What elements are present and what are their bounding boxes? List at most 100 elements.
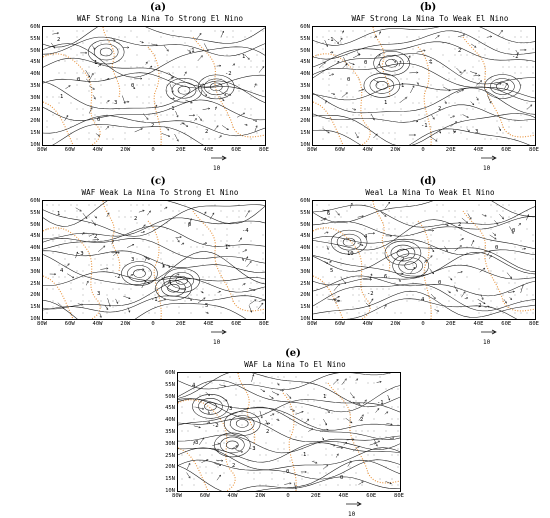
- significance-dot: [379, 376, 381, 378]
- flux-vector: [457, 34, 465, 38]
- flux-vector: [85, 280, 89, 286]
- significance-dot: [406, 216, 408, 218]
- flux-vector-head: [460, 270, 463, 274]
- flux-vector-head: [184, 71, 187, 74]
- significance-dot: [154, 294, 156, 296]
- flux-vector: [99, 312, 102, 318]
- significance-dot: [466, 294, 468, 296]
- significance-dot: [208, 276, 210, 278]
- flux-vector: [162, 264, 165, 269]
- significance-dot: [190, 108, 192, 110]
- significance-dot: [508, 216, 510, 218]
- latitude-label: 15N: [300, 304, 310, 311]
- latitude-label: 30N: [300, 94, 310, 101]
- flux-vector: [242, 283, 246, 286]
- flux-vector-head: [352, 396, 355, 399]
- significance-dot: [76, 60, 78, 62]
- reference-vector: 10: [210, 329, 228, 346]
- contour-cell: [398, 257, 423, 275]
- significance-dot: [154, 54, 156, 56]
- flux-vector: [333, 38, 339, 44]
- significance-dot: [202, 306, 204, 308]
- significance-dot: [76, 30, 78, 32]
- significance-dot: [94, 258, 96, 260]
- flux-vector-head: [510, 276, 513, 279]
- contour-label: 4: [60, 268, 64, 274]
- significance-dot: [442, 222, 444, 224]
- flux-vector: [269, 413, 275, 417]
- flux-vector-head: [378, 31, 381, 34]
- flux-vector-head: [223, 384, 227, 387]
- significance-dot: [367, 430, 369, 432]
- significance-dot: [100, 264, 102, 266]
- flux-vector-head: [56, 32, 60, 35]
- contour-line: [43, 36, 265, 57]
- latitude-label: 20N: [165, 464, 175, 471]
- reference-vector-label: 10: [483, 339, 491, 346]
- flux-vector: [186, 472, 191, 479]
- flux-vector: [75, 251, 78, 259]
- significance-dot: [394, 132, 396, 134]
- significance-dot: [424, 240, 426, 242]
- significance-dot: [316, 246, 318, 248]
- significance-dot: [406, 36, 408, 38]
- significance-dot: [112, 306, 114, 308]
- flux-vector: [248, 288, 256, 291]
- significance-dot: [502, 204, 504, 206]
- significance-dot: [418, 114, 420, 116]
- flux-vector-head: [376, 80, 380, 83]
- significance-dot: [412, 234, 414, 236]
- latitude-label: 15N: [300, 130, 310, 137]
- flux-vector-head: [431, 272, 434, 275]
- flux-vector: [235, 449, 243, 453]
- longitude-label: 40W: [227, 493, 238, 499]
- panel-letter: (c): [150, 176, 166, 187]
- contour-cell: [490, 78, 515, 95]
- significance-dot: [100, 282, 102, 284]
- significance-dot: [514, 294, 516, 296]
- significance-dot: [193, 382, 195, 384]
- significance-dot: [262, 90, 264, 92]
- flux-vector-head: [177, 273, 180, 276]
- latitude-label: 25N: [300, 280, 310, 287]
- flux-vector-head: [499, 82, 502, 86]
- significance-dot: [142, 294, 144, 296]
- flux-vector: [225, 243, 231, 247]
- flux-vector-head: [524, 247, 527, 250]
- significance-dot: [235, 448, 237, 450]
- flux-vector: [293, 482, 297, 490]
- significance-dot: [376, 306, 378, 308]
- significance-dot: [46, 204, 48, 206]
- significance-dot: [112, 252, 114, 254]
- significance-dot: [376, 228, 378, 230]
- significance-dot: [496, 138, 498, 140]
- flux-vector: [499, 214, 504, 220]
- significance-dot: [322, 222, 324, 224]
- flux-vector-head: [388, 398, 391, 401]
- significance-dot: [82, 114, 84, 116]
- significance-dot: [490, 138, 492, 140]
- significance-dot: [322, 42, 324, 44]
- significance-dot: [58, 282, 60, 284]
- flux-vector: [358, 89, 364, 92]
- significance-dot: [226, 216, 228, 218]
- significance-dot: [520, 30, 522, 32]
- flux-vector: [467, 213, 472, 220]
- flux-vector-head: [204, 242, 208, 245]
- significance-dot: [397, 484, 399, 486]
- significance-dot: [478, 60, 480, 62]
- map-frame: 1 2 3 4 5 -4 -3 -2 -1 0 1 4 3 2: [42, 200, 266, 320]
- significance-dot: [58, 228, 60, 230]
- flux-vector-head: [336, 379, 339, 382]
- flux-vector-head: [361, 88, 365, 91]
- significance-dot: [460, 126, 462, 128]
- flux-vector: [174, 133, 179, 142]
- significance-dot: [124, 84, 126, 86]
- flux-vector-head: [292, 409, 296, 412]
- significance-dot: [478, 312, 480, 314]
- flux-vector: [323, 418, 327, 426]
- significance-dot: [496, 306, 498, 308]
- flux-vector: [349, 202, 353, 209]
- flux-vector-head: [462, 34, 466, 37]
- significance-dot: [184, 204, 186, 206]
